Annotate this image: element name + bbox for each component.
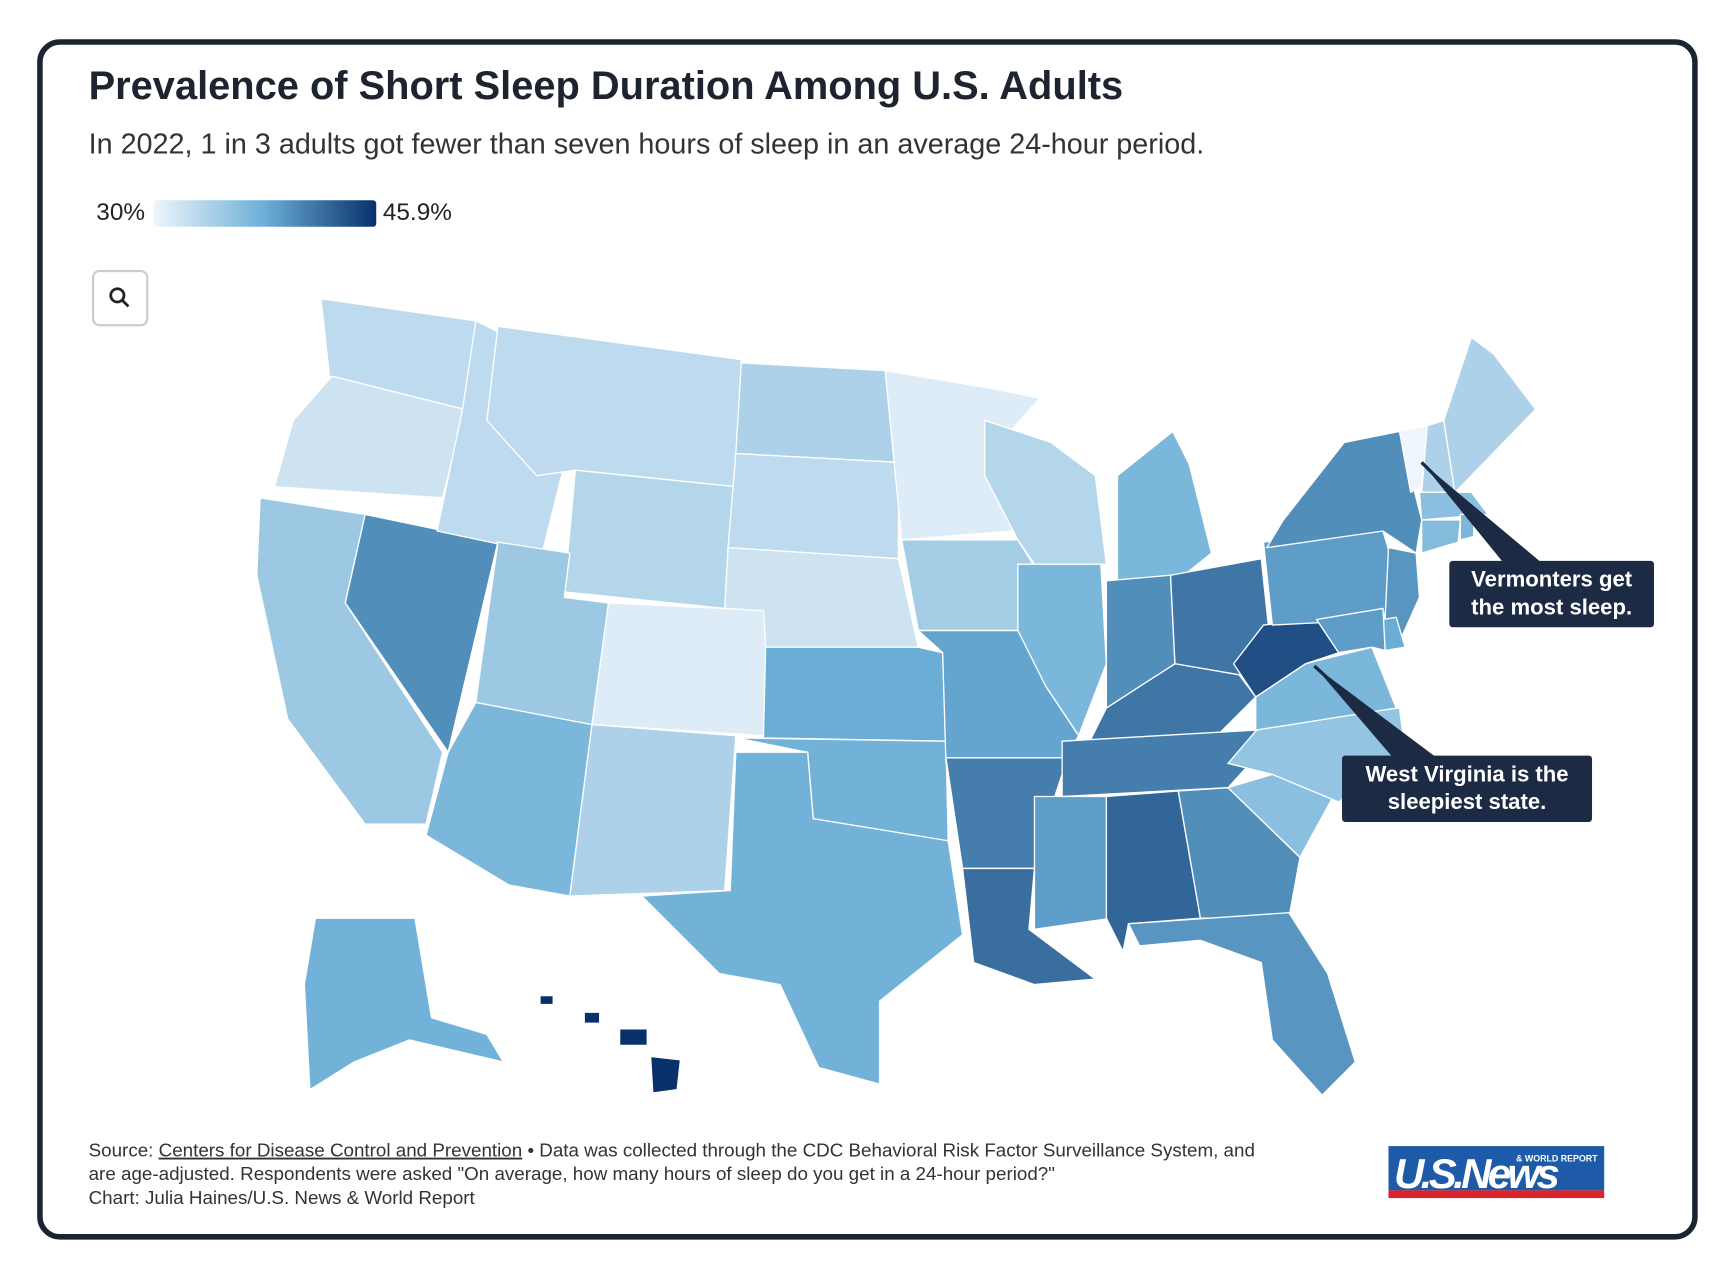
map — [256, 297, 1537, 1097]
state — [303, 917, 505, 1091]
state — [735, 362, 900, 464]
chart-title: Prevalence of Short Sleep Duration Among… — [89, 64, 1124, 108]
state — [563, 469, 737, 610]
annotation-text: Vermonters get — [1471, 567, 1633, 592]
annotation-box — [1449, 560, 1654, 628]
logo-bg — [1388, 1146, 1605, 1191]
logo-bar — [1388, 1190, 1605, 1199]
search-icon-handle[interactable] — [121, 299, 130, 308]
chart-subtitle: In 2022, 1 in 3 adults got fewer than se… — [89, 129, 1205, 161]
annotation-text: sleepiest state. — [1388, 789, 1547, 814]
annotation-text: the most sleep. — [1471, 594, 1632, 619]
state — [591, 602, 770, 737]
state — [1017, 563, 1108, 738]
credit: Chart: Julia Haines/U.S. News & World Re… — [89, 1187, 476, 1208]
search-button[interactable] — [91, 269, 149, 327]
source-link[interactable]: Centers for Disease Control and Preventi… — [159, 1140, 523, 1161]
source-prefix: Source: — [89, 1140, 154, 1161]
state — [1177, 786, 1301, 919]
annotation-leader — [1313, 664, 1418, 761]
state — [1421, 519, 1462, 555]
state — [1315, 607, 1386, 654]
footer-line: Source: Centers for Disease Control and … — [89, 1140, 1255, 1161]
state — [1127, 911, 1357, 1097]
state — [762, 646, 947, 742]
state — [1033, 795, 1113, 931]
search-icon[interactable] — [109, 287, 126, 304]
state — [273, 375, 466, 499]
state — [1061, 729, 1257, 798]
legend-min-label: 30% — [96, 199, 145, 226]
annotation-box — [1342, 755, 1593, 822]
state — [640, 751, 964, 1086]
legend-gradient — [153, 200, 377, 227]
state — [539, 994, 682, 1094]
search-box[interactable] — [91, 269, 149, 327]
legend-max-label: 45.9% — [383, 199, 452, 226]
annotation-leader — [1420, 461, 1526, 566]
logo-tagline: & WORLD REPORT — [1516, 1154, 1598, 1164]
source-note: • Data was collected through the CDC Beh… — [527, 1140, 1254, 1161]
source-note-2: are age-adjusted. Respondents were asked… — [89, 1163, 1055, 1184]
state — [569, 723, 737, 897]
state — [727, 452, 900, 560]
logo: U.S.News & WORLD REPORT — [1388, 1146, 1605, 1199]
state — [1265, 430, 1423, 555]
logo-name: U.S.News — [1394, 1150, 1560, 1197]
annotation-text: West Virginia is the — [1365, 761, 1568, 786]
